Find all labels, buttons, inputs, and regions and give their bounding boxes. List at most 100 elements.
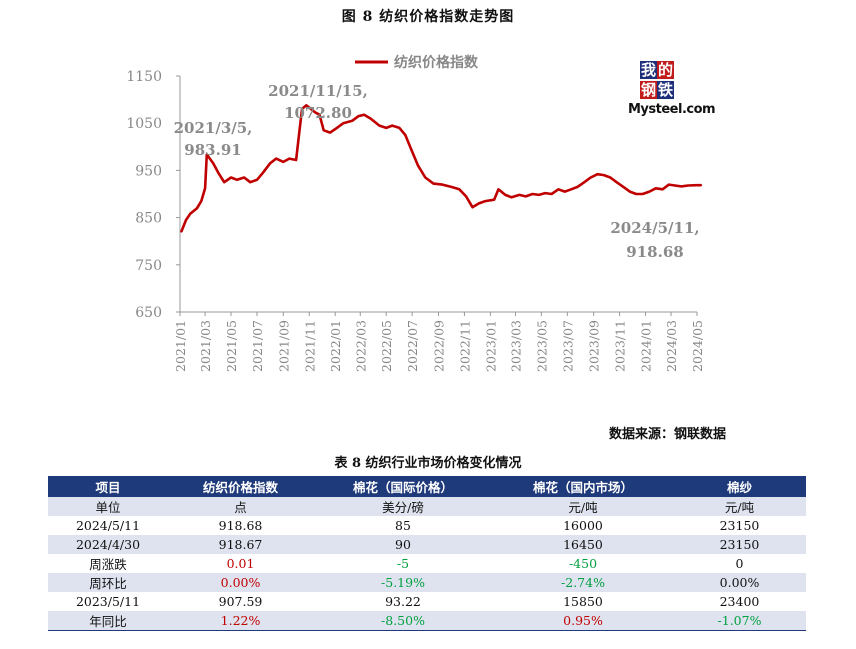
- table-cell: 元/吨: [673, 497, 806, 516]
- data-point: [648, 190, 651, 193]
- table-header-row: 项目 纺织价格指数 棉花（国际价格） 棉花（国内市场） 棉纱: [48, 476, 806, 497]
- data-point: [497, 188, 500, 191]
- table-row: 单位点美分/磅 元/吨 元/吨: [48, 497, 806, 516]
- annotation-value: 918.68: [626, 243, 683, 261]
- data-point: [282, 161, 285, 163]
- data-point: [363, 113, 365, 116]
- data-point: [262, 171, 264, 174]
- data-point: [524, 195, 527, 198]
- table-cell: -5: [396, 556, 410, 571]
- data-point: [301, 108, 303, 110]
- y-tick-label: 1150: [126, 69, 162, 85]
- x-tick-label: 2021/09: [276, 320, 291, 372]
- data-point: [357, 115, 360, 117]
- table-row: 周环比 0.00% -5.19% -2.74% 0.00%: [48, 573, 806, 592]
- data-point: [417, 164, 419, 167]
- header-cell: 纺织价格指数: [168, 476, 313, 497]
- data-point: [661, 188, 664, 191]
- data-point: [249, 181, 252, 184]
- data-point: [208, 157, 211, 160]
- data-point: [404, 134, 407, 136]
- data-point: [484, 200, 487, 203]
- table-cell: 0: [735, 556, 744, 571]
- table-cell: -5.19%: [313, 573, 493, 592]
- annotation-date: 2024/5/11,: [610, 219, 699, 237]
- table-cell: 907.59: [218, 594, 263, 609]
- x-tick-label: 2021/11: [302, 320, 317, 372]
- data-point: [189, 212, 192, 215]
- price-change-table: 项目 纺织价格指数 棉花（国际价格） 棉花（国内市场） 棉纱 单位点美分/磅 元/…: [48, 476, 806, 631]
- table-cell: 元/吨: [493, 497, 673, 516]
- data-point: [544, 192, 547, 195]
- data-point: [471, 206, 474, 209]
- data-point: [510, 196, 513, 199]
- data-point: [200, 200, 203, 203]
- table-cell: 美分/磅: [313, 497, 493, 516]
- data-point: [570, 188, 573, 191]
- y-tick-label: 850: [135, 211, 162, 227]
- header-cell: 棉花（国内市场）: [493, 476, 673, 497]
- table-cell: 2024/5/11: [75, 518, 141, 533]
- x-tick-label: 2021/07: [250, 320, 265, 372]
- header-cell: 棉纱: [673, 476, 806, 497]
- data-point: [432, 182, 435, 185]
- data-point: [596, 173, 599, 176]
- table-cell: -1.07%: [673, 611, 806, 631]
- x-tick-label: 2024/03: [664, 320, 679, 372]
- annotation-value: 983.91: [184, 141, 241, 159]
- data-point: [236, 178, 238, 181]
- data-point: [342, 122, 345, 125]
- data-point: [668, 183, 670, 186]
- data-point: [695, 184, 698, 187]
- x-tick-label: 2024/05: [690, 320, 705, 372]
- data-point: [458, 188, 461, 191]
- table-cell: 918.68: [218, 518, 263, 533]
- data-point: [369, 117, 372, 120]
- data-point: [537, 194, 540, 196]
- table-cell: 单位: [48, 497, 168, 516]
- data-point: [441, 183, 444, 186]
- data-point: [230, 176, 232, 179]
- table-cell: 周环比: [48, 573, 168, 592]
- table-row: 2024/5/11 918.68 85 16000 23150: [48, 516, 806, 535]
- data-point: [217, 171, 220, 174]
- x-tick-label: 2021/01: [173, 320, 188, 372]
- table-cell: 93.22: [385, 594, 421, 609]
- data-point: [351, 119, 354, 122]
- data-point: [641, 193, 644, 195]
- data-point: [450, 186, 453, 188]
- data-point: [531, 193, 534, 195]
- data-point: [628, 190, 631, 193]
- table-cell: 90: [313, 535, 493, 554]
- x-tick-label: 2022/03: [353, 320, 368, 372]
- table-cell: -2.74%: [493, 573, 673, 592]
- data-point: [622, 186, 625, 188]
- data-point: [391, 124, 394, 127]
- y-tick-label: 1050: [126, 116, 162, 132]
- data-point: [256, 178, 258, 181]
- x-tick-label: 2023/01: [483, 320, 498, 372]
- series-line-textile-index: [180, 104, 702, 233]
- data-point: [196, 207, 198, 210]
- line-chart: 1150 1050 950 850 750 650 2021/01 2021/03 2021/0…: [126, 54, 705, 372]
- x-tick-label: 2023/07: [560, 320, 575, 372]
- table-cell: 年同比: [48, 611, 168, 631]
- data-point: [336, 127, 338, 129]
- data-point: [275, 157, 277, 160]
- data-point: [576, 186, 579, 188]
- table-cell: 0.01: [226, 556, 255, 571]
- data-point: [223, 181, 226, 184]
- table-cell: 15850: [563, 594, 603, 609]
- x-tick-label: 2022/09: [432, 320, 447, 372]
- data-point: [212, 162, 215, 165]
- table-cell: 85: [395, 518, 411, 533]
- annotation-date: 2021/3/5,: [174, 119, 253, 137]
- data-point: [478, 202, 480, 205]
- data-point: [654, 187, 657, 190]
- data-point: [680, 185, 683, 188]
- figure-title: 图 8 纺织价格指数走势图: [341, 9, 515, 25]
- logo-char: 的: [657, 61, 675, 79]
- table-row: 年同比 1.22% -8.50% 0.95% -1.07%: [48, 611, 806, 631]
- data-point: [180, 230, 183, 233]
- data-point: [493, 198, 496, 201]
